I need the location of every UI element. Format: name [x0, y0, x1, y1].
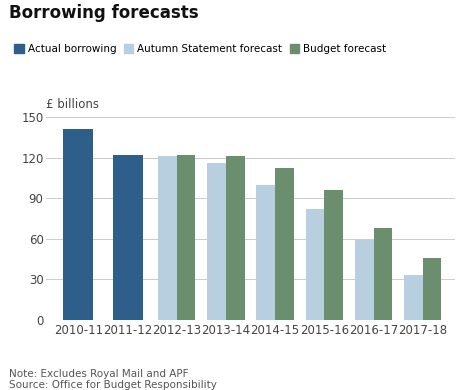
Text: Note: Excludes Royal Mail and APF: Note: Excludes Royal Mail and APF — [9, 369, 188, 379]
Text: £ billions: £ billions — [46, 98, 99, 111]
Bar — [113, 155, 142, 320]
Bar — [275, 168, 293, 320]
Bar — [158, 156, 176, 320]
Bar — [422, 258, 440, 320]
Bar — [176, 155, 195, 320]
Bar — [354, 240, 373, 320]
Bar — [256, 184, 275, 320]
Text: Borrowing forecasts: Borrowing forecasts — [9, 4, 199, 22]
Bar — [403, 275, 422, 320]
Bar — [373, 228, 391, 320]
Bar — [305, 209, 324, 320]
Text: Source: Office for Budget Responsibility: Source: Office for Budget Responsibility — [9, 380, 217, 390]
Bar — [225, 156, 244, 320]
Bar — [207, 163, 225, 320]
Bar — [324, 190, 342, 320]
Bar — [63, 129, 93, 320]
Legend: Actual borrowing, Autumn Statement forecast, Budget forecast: Actual borrowing, Autumn Statement forec… — [14, 44, 386, 54]
